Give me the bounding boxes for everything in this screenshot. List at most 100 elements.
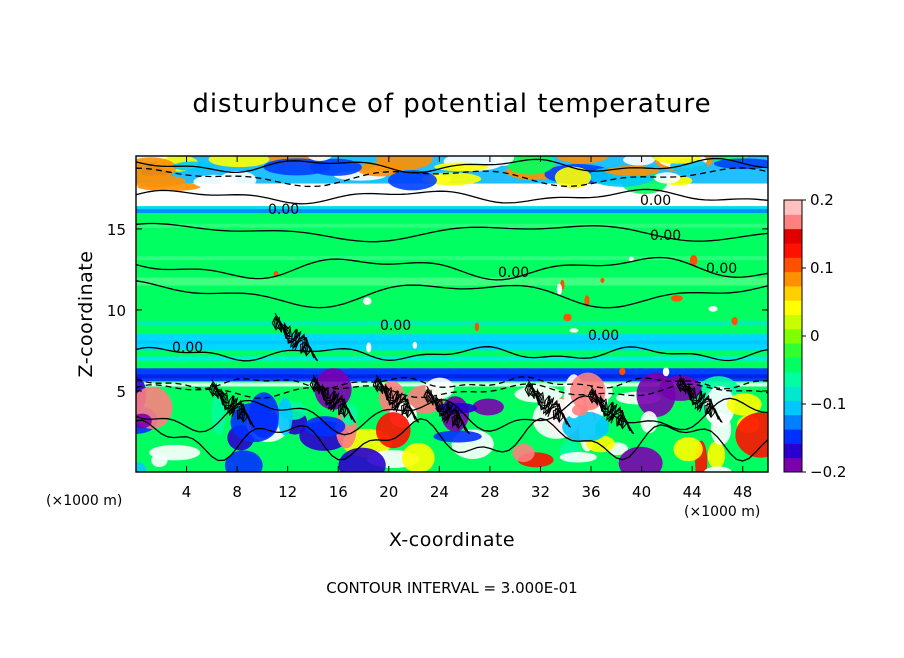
- turbulence-blob: [277, 397, 293, 436]
- contour-scribble: [208, 381, 252, 425]
- contour-negative: [136, 376, 768, 390]
- contour-label: 0.00: [588, 328, 619, 344]
- turbulence-blob: [571, 404, 588, 416]
- contour-line: [136, 256, 768, 281]
- contour-scribble: [426, 389, 470, 435]
- contour-scribble: [679, 377, 723, 423]
- contour-label: 0.00: [172, 340, 203, 356]
- z-tick-label: 10: [107, 302, 126, 320]
- band-stripe: [136, 356, 768, 361]
- contour-labels: 0.00 0.00 0.00 0.00 0.00 0.00 0.00 0.00: [172, 193, 737, 356]
- hot-spot: [563, 313, 572, 322]
- x-axis-label: X-coordinate: [389, 529, 515, 551]
- layer-blobs: [136, 156, 768, 472]
- turbulence-blob: [401, 442, 435, 472]
- colorbar-segment: [784, 343, 802, 358]
- band-stripe: [136, 320, 768, 325]
- contour-scribble: [423, 388, 467, 432]
- contour-interval-note: CONTOUR INTERVAL = 3.000E-01: [326, 579, 577, 597]
- x-tick-label: 40: [632, 483, 651, 501]
- contour-scribble: [376, 377, 420, 423]
- turbulence-blob: [149, 444, 201, 461]
- z-tick-label: 15: [107, 221, 126, 239]
- hot-spot: [662, 367, 670, 377]
- colorbar-segment: [784, 414, 802, 430]
- chart-title: disturbunce of potential temperature: [192, 89, 711, 119]
- turbulence-blob: [618, 446, 663, 472]
- x-tick-label: 4: [182, 483, 192, 501]
- contour-label: 0.00: [706, 261, 737, 277]
- colorbar-segment: [784, 371, 802, 387]
- turbulence-blob: [707, 441, 726, 470]
- x-axis-unit-left: (×1000 m): [46, 493, 122, 509]
- upper-blob: [387, 170, 437, 191]
- x-tick-label: 24: [430, 483, 449, 501]
- colorbar-segment: [784, 429, 802, 444]
- turbulence-blob: [512, 444, 535, 463]
- contour-scribble: [527, 382, 572, 428]
- colorbar-segment: [784, 271, 802, 287]
- hot-spot: [569, 328, 579, 333]
- band-green: [136, 212, 768, 278]
- band-white: [136, 183, 768, 207]
- contour-line: [136, 188, 768, 205]
- hot-spot: [474, 322, 480, 332]
- upper-blob: [193, 174, 238, 189]
- contour-scribble: [271, 315, 315, 359]
- turbulence-blob: [559, 451, 597, 463]
- band-stripe: [136, 340, 768, 345]
- contour-line: [136, 417, 768, 462]
- contour-line: [136, 280, 768, 309]
- hot-spot: [708, 306, 718, 312]
- hot-spot: [629, 256, 634, 262]
- band-stripe: [136, 374, 768, 379]
- colorbar-segment: [784, 386, 802, 401]
- z-axis-label: Z-coordinate: [75, 251, 97, 378]
- colorbar-segment: [784, 285, 802, 301]
- x-tick-label: 28: [480, 483, 499, 501]
- turbulence-blob: [636, 372, 676, 418]
- turbulence-blob: [375, 412, 411, 449]
- contour-scribble: [309, 377, 353, 420]
- colorbar-segment: [784, 242, 802, 258]
- x-axis-unit-right: (×1000 m): [684, 504, 760, 520]
- turbulence-blob: [224, 450, 263, 472]
- contour-scribble: [372, 377, 416, 420]
- turbulence-blob: [640, 411, 658, 434]
- contour-label: 0.00: [650, 228, 681, 244]
- upper-blob: [422, 172, 482, 186]
- turbulence-blob: [425, 377, 455, 399]
- colorbar-tick-label: 0.1: [810, 259, 834, 277]
- upper-blob: [653, 156, 701, 164]
- turbulence-blob: [136, 462, 147, 472]
- colorbar-tick-label: −0.2: [810, 463, 846, 481]
- colorbar-segment: [784, 300, 802, 316]
- contour-label: 0.00: [380, 318, 411, 334]
- hot-spot: [556, 283, 563, 295]
- upper-blob: [505, 156, 555, 175]
- x-tick-label: 12: [278, 483, 297, 501]
- hot-spot: [600, 277, 605, 283]
- colorbar-segment: [784, 228, 802, 244]
- colorbar-segment: [784, 328, 802, 344]
- hot-spot: [670, 295, 683, 302]
- upper-blob: [307, 156, 332, 162]
- colorbar-segment: [784, 214, 802, 230]
- turbulence-blob: [705, 386, 735, 427]
- turbulence-blob: [136, 413, 152, 429]
- upper-blob: [434, 162, 489, 172]
- x-tick-label: 36: [581, 483, 600, 501]
- hot-spot: [584, 295, 590, 307]
- hot-spot: [366, 342, 372, 353]
- colorbar-segment: [784, 314, 802, 330]
- turbulence-blob: [673, 437, 703, 462]
- turbulence-blob: [338, 447, 386, 472]
- hot-spot: [731, 316, 738, 326]
- x-tick-label: 44: [683, 483, 702, 501]
- upper-blob: [623, 156, 655, 166]
- contour-scribble: [275, 316, 319, 362]
- band-stripe: [136, 256, 768, 261]
- upper-blob: [555, 156, 610, 164]
- turbulence-blob: [472, 398, 504, 416]
- colorbar-tick-label: 0.2: [810, 191, 834, 209]
